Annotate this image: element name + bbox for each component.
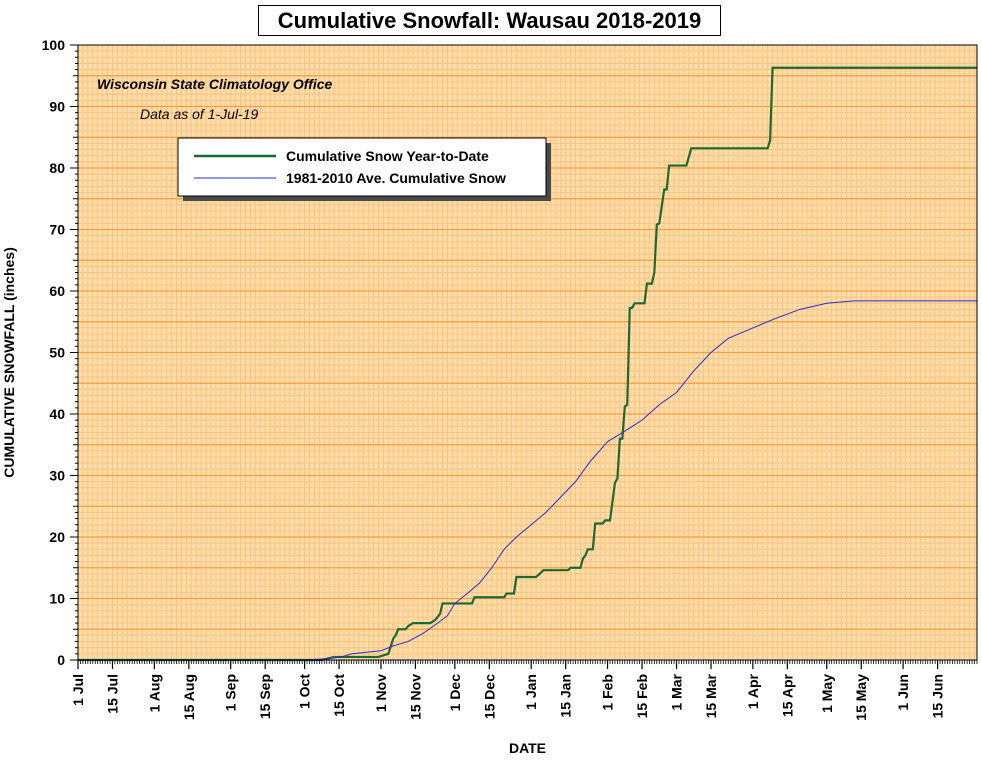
x-tick-label: 15 Sep (257, 674, 273, 719)
x-tick-label: 1 Jun (895, 674, 911, 711)
x-tick-label: 1 Oct (297, 674, 313, 709)
x-tick-label: 15 Dec (481, 674, 497, 719)
y-tick-label: 0 (57, 652, 65, 668)
x-tick-label: 1 Mar (669, 673, 685, 710)
x-tick-label: 15 Aug (181, 674, 197, 720)
x-axis-label: DATE (509, 740, 546, 756)
x-tick-label: 15 Mar (703, 673, 719, 718)
x-tick-label: 1 Nov (373, 674, 389, 712)
x-tick-label: 1 Jan (523, 674, 539, 710)
y-tick-label: 30 (49, 468, 65, 484)
x-tick-label: 1 Jul (70, 674, 86, 706)
annotation-source: Wisconsin State Climatology Office (97, 76, 333, 92)
x-tick-label: 15 Nov (407, 674, 423, 720)
x-tick-label: 1 May (819, 674, 835, 713)
annotation-date: Data as of 1-Jul-19 (140, 106, 258, 122)
x-tick-label: 1 Feb (600, 674, 616, 711)
legend-box (177, 137, 547, 197)
x-tick-label: 15 Apr (779, 673, 795, 717)
y-tick-label: 60 (49, 283, 65, 299)
y-tick-label: 80 (49, 160, 65, 176)
y-tick-label: 50 (49, 345, 65, 361)
chart-title: Cumulative Snowfall: Wausau 2018-2019 (258, 5, 721, 36)
x-tick-label: 15 May (853, 674, 869, 721)
x-tick-label: 1 Apr (745, 673, 761, 709)
y-tick-label: 20 (49, 529, 65, 545)
x-tick-label: 15 Oct (331, 674, 347, 717)
x-tick-label: 1 Dec (447, 674, 463, 712)
legend-label-average: 1981-2010 Ave. Cumulative Snow (286, 170, 506, 186)
series-average-line (78, 300, 977, 661)
y-tick-label: 90 (49, 99, 65, 115)
legend-label-ytd: Cumulative Snow Year-to-Date (286, 148, 489, 164)
series-ytd-line (78, 66, 977, 662)
x-tick-label: 15 Jan (558, 674, 574, 718)
y-tick-label: 10 (49, 591, 65, 607)
x-tick-label: 1 Sep (223, 674, 239, 711)
y-tick-label: 40 (49, 406, 65, 422)
y-axis-label: CUMULATIVE SNOWFALL (inches) (1, 247, 17, 477)
x-tick-label: 15 Feb (634, 674, 650, 718)
x-tick-label: 15 Jun (930, 674, 946, 718)
y-tick-label: 70 (49, 222, 65, 238)
y-tick-label: 100 (42, 37, 66, 53)
x-tick-label: 1 Aug (146, 674, 162, 712)
x-tick-label: 15 Jul (104, 674, 120, 714)
